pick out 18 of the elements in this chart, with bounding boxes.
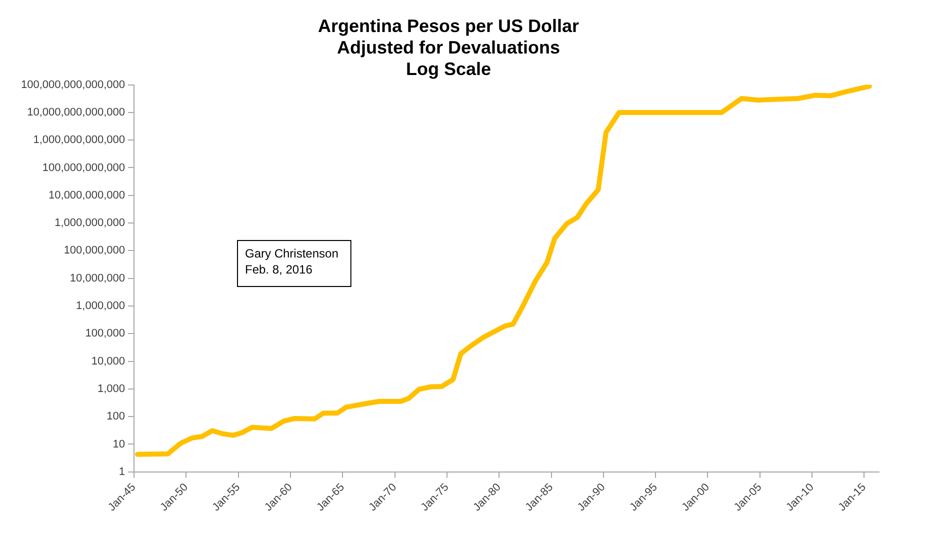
y-tick-label: 1,000,000,000,000 — [33, 134, 125, 146]
y-tick-label: 10,000,000,000,000 — [27, 106, 125, 118]
y-tick-label: 100 — [106, 410, 125, 423]
y-tick-label: 10 — [112, 438, 125, 450]
y-tick-label: 1,000,000,000 — [54, 217, 125, 230]
y-tick-label: 10,000,000,000 — [48, 189, 125, 202]
y-tick-label: 1,000 — [97, 382, 125, 395]
y-tick-label: 10,000 — [91, 355, 125, 368]
y-tick-label: 100,000,000,000 — [42, 162, 125, 174]
y-tick-label: 10,000,000 — [70, 272, 125, 284]
y-tick-label: 100,000,000,000,000 — [20, 78, 125, 91]
y-tick-label: 1 — [118, 466, 125, 478]
y-tick-label: 1,000,000 — [76, 300, 125, 312]
annotation: Gary Christenson — [245, 246, 338, 260]
y-tick-label: 100,000,000 — [64, 244, 125, 257]
annotation: Feb. 8, 2016 — [245, 262, 313, 276]
y-tick-label: 100,000 — [85, 328, 125, 340]
chart-title: Argentina Pesos per US Dollar Adjusted for Devaluations Log Scale — [318, 16, 580, 79]
